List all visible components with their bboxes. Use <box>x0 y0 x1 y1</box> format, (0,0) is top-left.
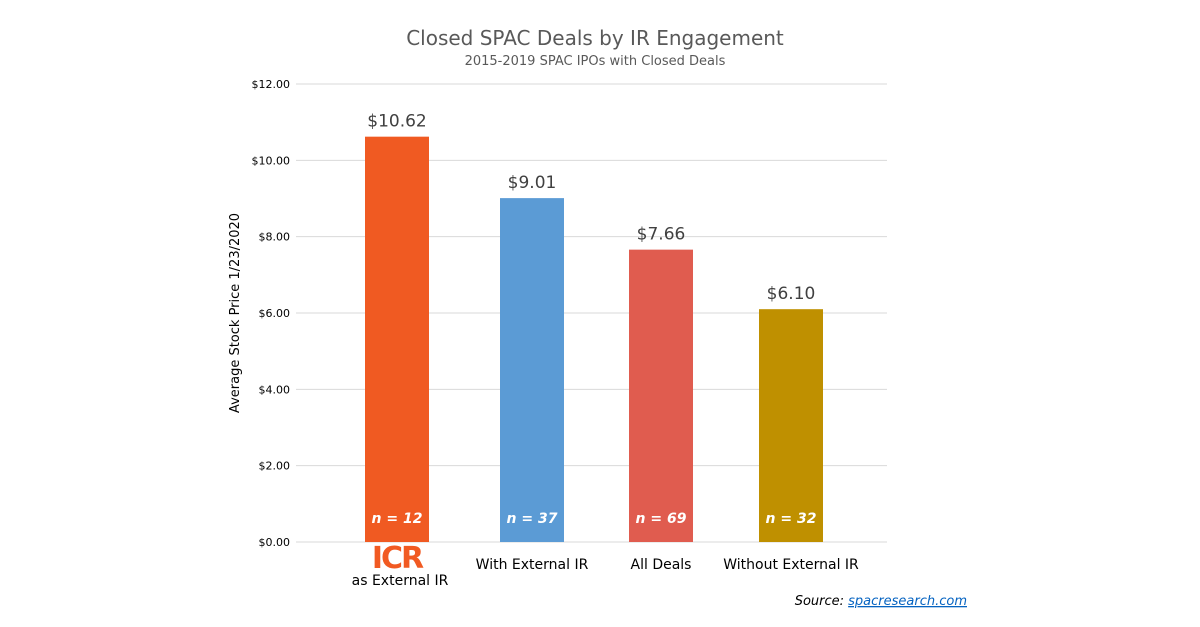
bar <box>500 198 564 542</box>
n-label: n = 69 <box>636 511 687 527</box>
data-label: $9.01 <box>508 173 557 193</box>
source-prefix: Source: <box>795 594 848 609</box>
source-link[interactable]: spacresearch.com <box>848 594 967 609</box>
y-tick-label: $12.00 <box>252 78 291 91</box>
bar <box>365 136 429 543</box>
data-label: $6.10 <box>767 284 816 304</box>
n-label: n = 32 <box>766 511 817 527</box>
n-label: n = 37 <box>507 511 558 527</box>
icr-logo: ICR <box>372 541 424 576</box>
n-label: n = 12 <box>372 511 423 527</box>
chart-title: Closed SPAC Deals by IR Engagement <box>406 26 784 50</box>
x-category-label: With External IR <box>476 557 589 573</box>
bar <box>759 309 823 542</box>
chart-subtitle: 2015-2019 SPAC IPOs with Closed Deals <box>465 54 726 69</box>
y-tick-label: $4.00 <box>259 383 291 396</box>
bar <box>629 249 693 543</box>
x-category-label: All Deals <box>631 557 692 573</box>
y-axis-label: Average Stock Price 1/23/2020 <box>228 213 243 413</box>
y-tick-label: $0.00 <box>259 536 291 549</box>
y-tick-label: $8.00 <box>259 231 291 244</box>
y-tick-label: $10.00 <box>252 154 291 167</box>
y-tick-label: $6.00 <box>259 307 291 320</box>
data-label: $10.62 <box>367 112 426 132</box>
source-note: Source: spacresearch.com <box>795 594 967 609</box>
x-category-label: Without External IR <box>723 557 859 573</box>
y-tick-label: $2.00 <box>259 460 291 473</box>
data-label: $7.66 <box>637 225 686 245</box>
x-category-label: as External IR <box>352 573 449 589</box>
